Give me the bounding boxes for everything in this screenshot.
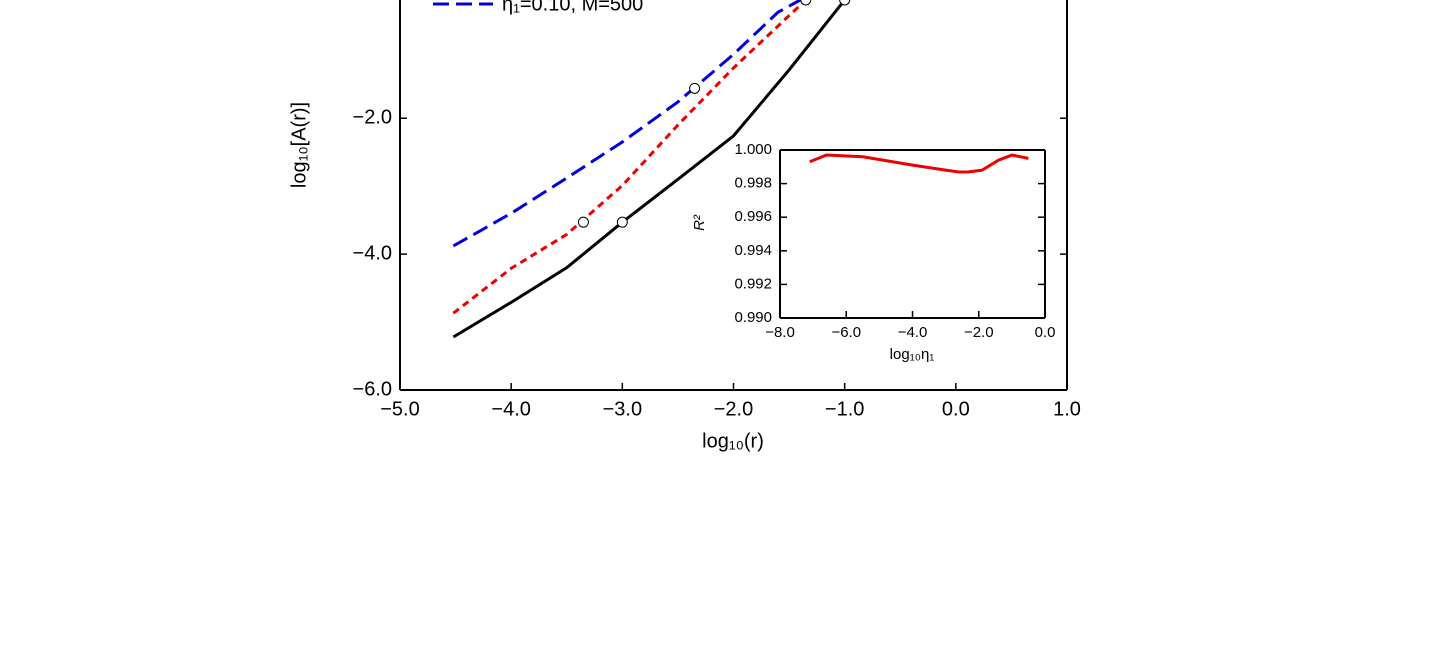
- data-line: [809, 153, 1029, 174]
- x-tick-label: 0.0: [942, 398, 970, 420]
- y-tick-label: 1.000: [734, 141, 772, 158]
- x-tick-label: 0.0: [1035, 324, 1056, 341]
- data-line: [452, 0, 846, 339]
- y-tick-label: −6.0: [353, 378, 392, 400]
- y-axis-label: log₁₀[A(r)]: [288, 102, 310, 188]
- marker: [577, 216, 589, 228]
- marker: [689, 82, 701, 94]
- x-axis-label: log₁₀(r): [702, 430, 764, 452]
- x-tick-label: −6.0: [831, 324, 861, 341]
- x-tick-label: −5.0: [380, 398, 419, 420]
- y-tick-label: 0.998: [734, 175, 772, 192]
- legend-label: η₁=0.10, M=500: [502, 0, 643, 15]
- x-tick-label: −8.0: [765, 324, 795, 341]
- x-tick-label: −2.0: [714, 398, 753, 420]
- inset-background: [780, 150, 1045, 318]
- y-tick-label: 0.994: [734, 242, 772, 259]
- x-tick-label: −1.0: [825, 398, 864, 420]
- y-tick-label: 0.992: [734, 275, 772, 292]
- y-tick-label: 0.990: [734, 309, 772, 326]
- marker: [616, 216, 628, 228]
- y-axis-label: R²: [691, 214, 708, 231]
- x-tick-label: 1.0: [1053, 398, 1081, 420]
- marker: [800, 0, 812, 6]
- marker: [839, 0, 851, 6]
- x-tick-label: −4.0: [898, 324, 928, 341]
- x-axis-label: log₁₀η₁: [890, 346, 935, 363]
- y-tick-label: −2.0: [353, 107, 392, 129]
- data-line: [452, 0, 801, 248]
- data-line: [452, 0, 807, 315]
- y-tick-label: 0.996: [734, 208, 772, 225]
- x-tick-label: −3.0: [603, 398, 642, 420]
- x-tick-label: −2.0: [964, 324, 994, 341]
- x-tick-label: −4.0: [491, 398, 530, 420]
- y-tick-label: −4.0: [353, 242, 392, 264]
